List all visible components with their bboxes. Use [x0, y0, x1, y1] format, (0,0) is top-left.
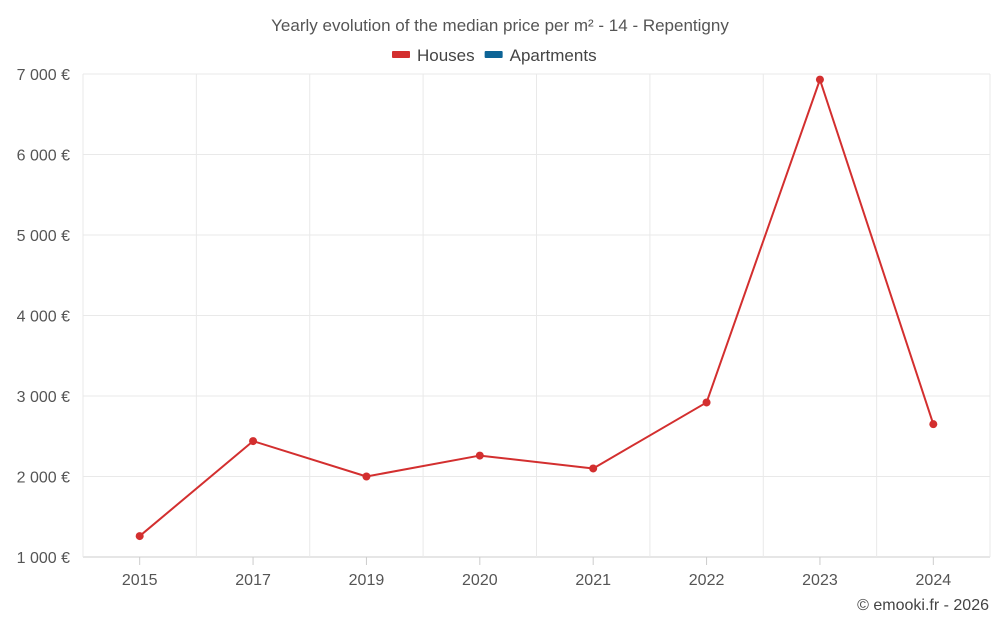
x-tick-label: 2017: [235, 572, 271, 589]
y-tick-label: 5 000 €: [17, 228, 70, 245]
x-tick-label: 2023: [802, 572, 838, 589]
x-tick-label: 2015: [122, 572, 158, 589]
data-point-houses-2022: [702, 398, 711, 407]
x-axis-ticks: 2015 2017 2019 2020 2021 2022 2023 2024: [122, 557, 951, 589]
credit-text: © emooki.fr - 2026: [857, 597, 989, 614]
legend-swatch-houses: [392, 51, 410, 58]
data-point-houses-2017: [249, 437, 258, 446]
chart-title: Yearly evolution of the median price per…: [271, 16, 729, 35]
data-point-houses-2024: [929, 420, 938, 429]
series-line-houses: [139, 78, 935, 537]
data-point-houses-2023: [815, 75, 824, 84]
data-point-houses-2015: [135, 532, 144, 541]
series-layer: [135, 75, 938, 541]
x-tick-label: 2024: [916, 572, 952, 589]
data-point-houses-2019: [362, 472, 371, 481]
legend: Houses Apartments: [392, 46, 597, 65]
legend-label-apartments: Apartments: [510, 46, 597, 65]
data-point-houses-2021: [589, 464, 598, 473]
x-tick-label: 2020: [462, 572, 498, 589]
y-tick-label: 4 000 €: [17, 309, 70, 326]
legend-label-houses: Houses: [417, 46, 475, 65]
x-tick-label: 2021: [575, 572, 611, 589]
y-tick-label: 7 000 €: [17, 67, 70, 84]
legend-swatch-apartments: [484, 51, 503, 58]
y-tick-label: 1 000 €: [17, 550, 70, 567]
data-point-houses-2020: [475, 451, 484, 460]
y-tick-label: 6 000 €: [17, 148, 70, 165]
y-axis-ticks: 1 000 € 2 000 € 3 000 € 4 000 € 5 000 € 6 000…: [17, 67, 70, 567]
grid: [82, 73, 991, 558]
y-tick-label: 2 000 €: [17, 470, 70, 487]
x-tick-label: 2022: [689, 572, 725, 589]
y-tick-label: 3 000 €: [17, 389, 70, 406]
x-tick-label: 2019: [349, 572, 385, 589]
